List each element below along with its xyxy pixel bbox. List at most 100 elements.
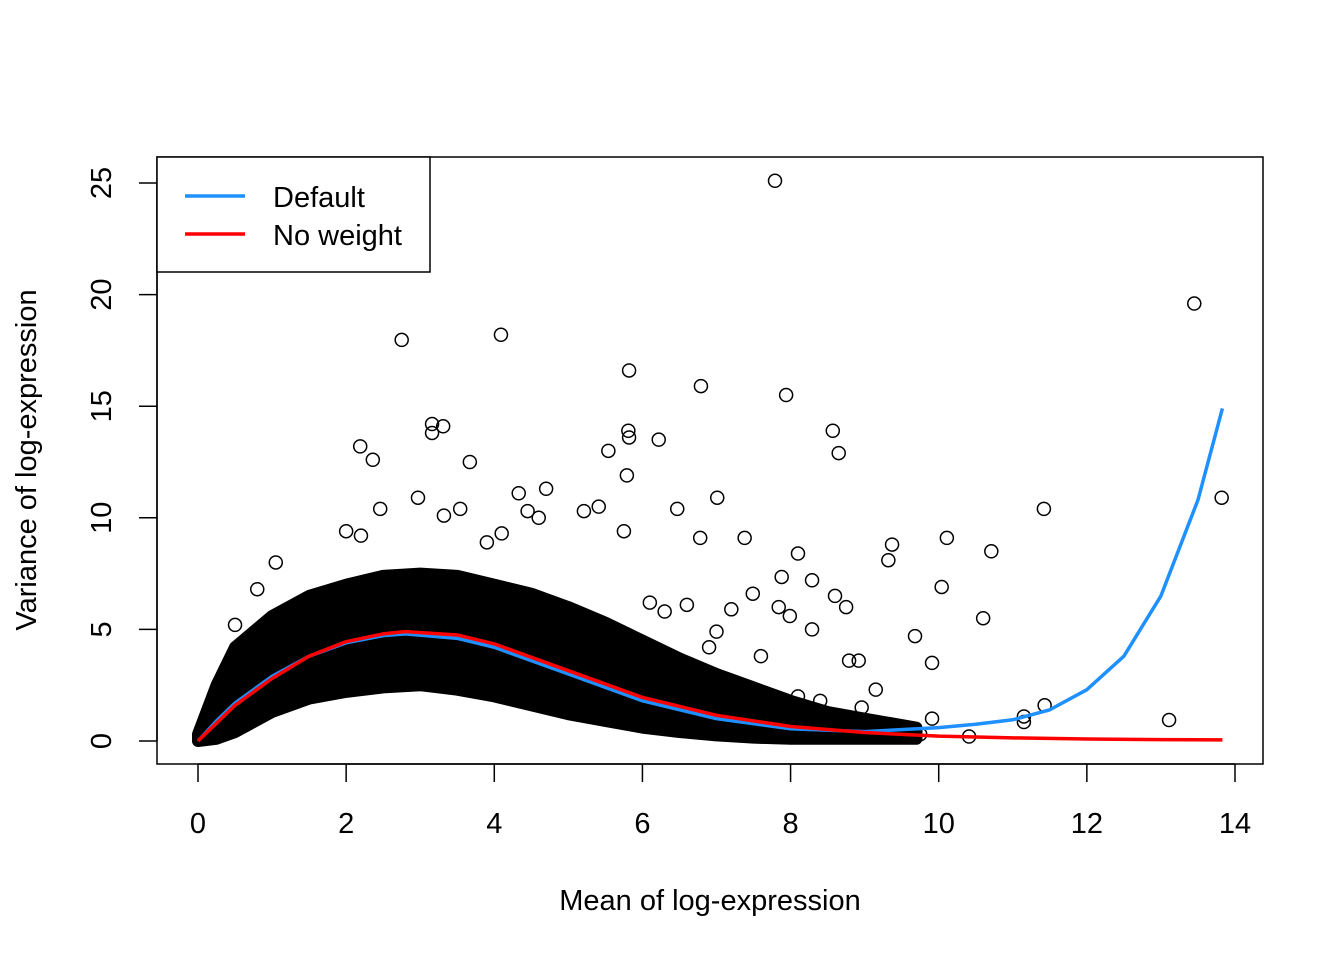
x-axis: 0 2 4 6 8 10 12 14 [190,763,1251,840]
data-point [493,327,509,343]
data-point [679,597,695,613]
data-point [352,439,368,454]
data-point [924,711,940,726]
legend-label-no-weight: No weight [273,220,402,252]
data-point [881,552,896,568]
data-point [709,624,724,639]
data-point [804,573,820,588]
data-point [825,423,841,439]
data-point [365,452,381,468]
data-point [701,640,717,655]
data-point [778,387,794,403]
data-point [693,378,709,394]
data-point [737,530,752,546]
x-tick-label: 2 [338,808,354,840]
x-tick-label: 8 [783,808,799,840]
data-point [884,537,900,552]
y-axis: 0 5 10 15 20 25 [86,167,158,749]
x-tick-label: 14 [1219,808,1251,840]
data-point [774,569,789,585]
y-tick-label: 20 [86,278,118,310]
legend-label-default: Default [273,182,365,214]
data-point [642,595,658,610]
data-point [394,332,409,348]
x-axis-label: Mean of log-expression [559,885,860,917]
x-tick-label: 12 [1071,808,1103,840]
data-point [812,693,828,709]
fit-curves [196,407,1225,743]
data-point [494,526,509,541]
data-point [452,501,468,517]
data-point [724,602,739,617]
data-point [831,445,846,461]
x-tick-label: 6 [634,808,650,840]
data-point [745,586,761,601]
x-tick-label: 4 [486,808,502,840]
data-point [479,535,495,550]
data-point [250,581,265,597]
y-tick-label: 5 [86,621,118,637]
data-point [771,599,786,615]
data-point [709,490,725,505]
data-point [601,443,616,459]
data-point [838,599,854,615]
data-point [984,544,999,559]
data-point [436,508,452,523]
data-point [924,655,940,671]
data-point [851,653,866,668]
data-point [753,648,769,664]
x-tick-label: 10 [923,808,955,840]
data-point [511,485,526,501]
data-point [538,481,554,497]
data-point [462,454,478,470]
data-point [616,523,632,539]
data-point [692,530,708,546]
data-point [621,363,637,378]
data-point [975,610,991,626]
data-point [372,501,388,517]
data-point [1161,712,1177,728]
data-point [424,416,440,432]
data-point [835,711,850,726]
data-point [868,682,884,697]
data-points [227,173,1229,744]
data-point [268,555,284,570]
data-point [410,490,426,505]
y-tick-label: 0 [86,733,118,749]
data-point [907,628,923,644]
data-point [841,653,857,668]
data-point [934,579,949,595]
data-point [854,700,869,715]
data-point [227,617,243,633]
data-point [782,608,798,624]
y-axis-label: Variance of log-expression [11,289,43,630]
data-point [939,530,955,546]
data-point [901,724,917,740]
data-point [651,432,666,447]
data-point [1187,296,1202,311]
data-point [621,423,636,439]
data-point [767,173,783,189]
data-point [1214,490,1229,505]
data-point [804,622,820,637]
data-point [657,604,672,619]
data-point [338,523,354,539]
data-point [621,430,637,445]
data-point [827,588,843,604]
legend: Default No weight [156,156,431,273]
data-point [619,468,635,483]
data-point [576,503,592,519]
series-line-no-weight [196,629,1223,743]
data-point [424,425,440,441]
y-tick-label: 10 [86,502,118,534]
data-point [435,419,451,434]
x-tick-label: 0 [190,808,206,840]
y-tick-label: 15 [86,390,118,422]
legend-box [156,156,431,273]
data-point [531,510,546,526]
data-point [669,501,685,517]
data-point [1036,501,1052,517]
data-point [353,528,369,543]
data-point [790,689,806,704]
